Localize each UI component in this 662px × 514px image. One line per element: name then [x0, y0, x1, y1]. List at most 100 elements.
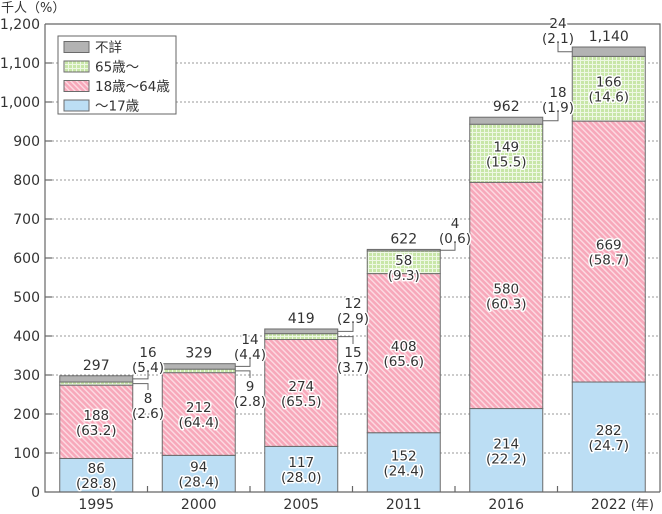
bar-segment-under-17 — [264, 445, 339, 493]
segment-callout-label: 9 (2.8) — [234, 379, 266, 410]
segment-callout-label: 24 (2.1) — [542, 16, 574, 47]
legend-swatch — [63, 41, 90, 53]
total-label: 962 — [493, 99, 520, 115]
bar-segment-under-17 — [469, 408, 544, 493]
value-label: 24 — [549, 16, 566, 32]
value-label: 580 — [493, 281, 519, 297]
percent-label: (28.8) — [76, 476, 117, 492]
percent-label: (22.2) — [486, 451, 527, 467]
percent-label: (5.4) — [132, 360, 164, 376]
segment-label: 152 (24.4) — [383, 448, 424, 479]
y-tick-label: 1,100 — [0, 56, 40, 72]
value-label: 58 — [395, 253, 412, 269]
percent-label: (14.6) — [588, 90, 629, 106]
x-tick-label: 2005 — [283, 497, 319, 513]
bar-segment-18-64 — [469, 181, 544, 410]
value-label: 4 — [451, 216, 460, 232]
value-label: 274 — [288, 379, 314, 395]
value-label: 94 — [190, 460, 207, 476]
percent-label: (2.8) — [234, 394, 266, 410]
segment-label: 212 (64.4) — [178, 400, 219, 431]
x-tick-label: 2011 — [386, 497, 422, 513]
percent-label: (15.5) — [486, 154, 527, 170]
segment-callout-label: 18 (1.9) — [542, 85, 574, 116]
bars — [59, 46, 646, 493]
legend-item-unknown: 不詳 — [63, 40, 122, 56]
value-label: 18 — [549, 85, 566, 101]
segment-label: 58 (9.3) — [388, 253, 420, 284]
y-tick-label: 100 — [13, 446, 40, 462]
value-label: 214 — [493, 436, 519, 452]
total-label: 1,140 — [589, 29, 629, 45]
bar-segment-under-17 — [366, 432, 441, 493]
value-label: 8 — [144, 391, 153, 407]
segment-callout-label: 14 (4.4) — [234, 332, 266, 363]
axes: 0 100 200 300 400 500 600 700 800 900 1,000 1,100 1,… — [0, 17, 661, 513]
value-label: 166 — [596, 75, 622, 91]
total-label: 419 — [288, 311, 315, 327]
legend-swatch — [63, 99, 90, 112]
percent-label: (2.6) — [132, 406, 164, 422]
percent-label: (58.7) — [588, 253, 629, 269]
y-tick-label: 600 — [13, 251, 40, 267]
total-label: 622 — [390, 231, 417, 247]
value-label: 669 — [596, 238, 622, 254]
value-label: 9 — [246, 379, 255, 395]
y-tick-label: 1,000 — [0, 95, 40, 111]
legend-label: 不詳 — [95, 40, 122, 56]
percent-label: (64.4) — [178, 415, 219, 431]
leader-line — [132, 372, 149, 380]
value-label: 117 — [288, 455, 314, 471]
y-tick-label: 1,200 — [0, 17, 40, 33]
leader-line — [235, 370, 251, 378]
y-tick-label: 400 — [13, 329, 40, 345]
leader-line — [337, 323, 354, 332]
percent-label: (28.0) — [281, 470, 322, 486]
percent-label: (2.1) — [542, 31, 574, 47]
segment-label: 166 (14.6) — [588, 75, 629, 106]
total-label: 329 — [185, 346, 212, 362]
segment-label: 408 (65.6) — [383, 339, 424, 370]
segment-label: 282 (24.7) — [588, 423, 629, 454]
segment-label: 117 (28.0) — [281, 455, 322, 486]
segment-label: 86 (28.8) — [76, 461, 117, 492]
percent-label: (63.2) — [76, 423, 117, 439]
segment-label: 188 (63.2) — [76, 408, 117, 439]
leader-line — [337, 336, 354, 344]
segment-label: 274 (65.5) — [281, 379, 322, 410]
gridlines — [45, 62, 660, 454]
bar-segment-65-plus — [161, 368, 236, 374]
segment-label: 669 (58.7) — [588, 238, 629, 269]
y-tick-label: 300 — [13, 368, 40, 384]
value-label: 152 — [391, 448, 417, 464]
y-tick-label: 0 — [31, 485, 40, 501]
bar-segment-65-plus — [264, 333, 339, 341]
legend-label: 65歳〜 — [95, 60, 139, 76]
bar-segment-unknown — [571, 46, 646, 57]
segment-label: 94 (28.4) — [178, 460, 219, 491]
value-label: 15 — [344, 345, 361, 361]
percent-label: (60.3) — [486, 296, 527, 312]
leader-line — [235, 359, 251, 367]
segment-callout-label: 8 (2.6) — [132, 391, 164, 422]
bar-segment-18-64 — [59, 384, 134, 459]
percent-label: (24.4) — [383, 463, 424, 479]
x-tick-label: 1995 — [78, 497, 114, 513]
leader-line — [440, 243, 456, 251]
y-tick-label: 700 — [13, 212, 40, 228]
value-label: 282 — [596, 423, 622, 439]
segment-callout-label: 15 (3.7) — [337, 345, 369, 376]
bar-segment-unknown — [469, 116, 544, 125]
legend-swatch — [63, 60, 90, 73]
bar-segment-under-17 — [571, 381, 646, 493]
segment-callout-label: 12 (2.9) — [337, 296, 369, 327]
x-tick-label: 2016 — [488, 497, 524, 513]
percent-label: (24.7) — [588, 438, 629, 454]
value-label: 16 — [139, 345, 156, 361]
value-label: 212 — [186, 400, 212, 416]
percent-label: (0.6) — [439, 231, 471, 247]
value-label: 86 — [88, 461, 105, 477]
legend-item-65-plus: 65歳〜 — [63, 60, 139, 76]
